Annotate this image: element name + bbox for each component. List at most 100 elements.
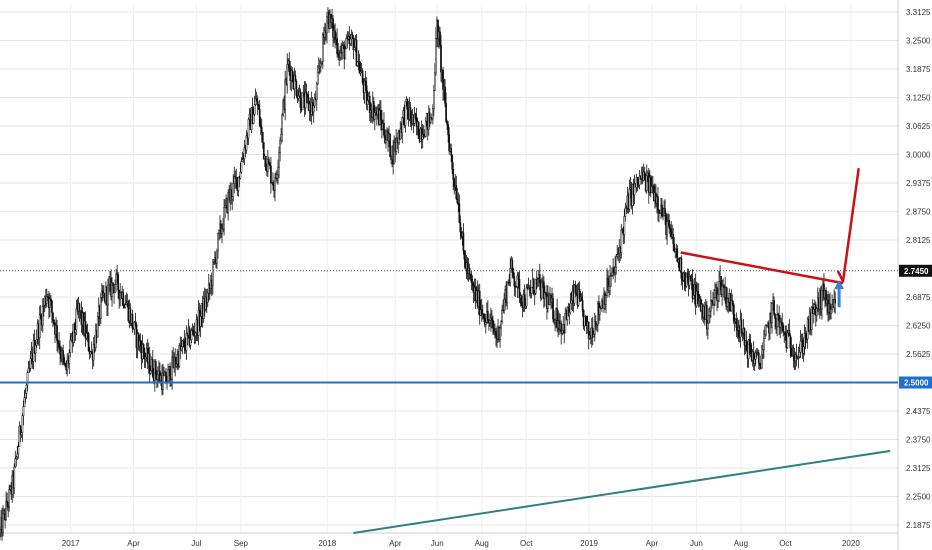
candle-body xyxy=(52,312,54,321)
candle-body xyxy=(373,112,376,120)
candle-body xyxy=(413,114,416,124)
candle-body xyxy=(255,98,258,102)
candle-body xyxy=(17,446,20,455)
candle-body xyxy=(512,268,515,278)
candle-body xyxy=(762,349,764,355)
candle-body xyxy=(18,426,21,447)
x-tick-label: Apr xyxy=(127,539,140,548)
candle-body xyxy=(68,352,71,364)
candle-body xyxy=(334,30,336,41)
candle-body xyxy=(658,209,660,213)
candle-body xyxy=(779,321,782,328)
candle-body xyxy=(72,323,75,343)
candle-body xyxy=(833,299,835,309)
candle-body xyxy=(613,271,616,274)
candle-body xyxy=(615,256,618,268)
candle-body xyxy=(554,319,556,323)
candle-body xyxy=(730,300,733,312)
x-tick-label: 2017 xyxy=(62,539,80,548)
candle-body xyxy=(492,319,494,329)
candle-body xyxy=(711,300,713,303)
candle-body xyxy=(731,300,734,304)
candle-body xyxy=(480,309,483,314)
candle-body xyxy=(269,163,271,167)
candle-body xyxy=(458,203,461,223)
candle-body xyxy=(533,292,536,295)
candle-body xyxy=(437,19,439,39)
candle-body xyxy=(752,351,755,364)
candle-body xyxy=(281,114,283,135)
candle-body xyxy=(253,104,256,115)
candle-body xyxy=(324,30,326,38)
support-price-label: 2.5000 xyxy=(904,379,929,388)
candle-body xyxy=(515,286,518,288)
candle-body xyxy=(409,107,412,120)
y-tick-label: 2.2500 xyxy=(906,493,931,502)
candle-body xyxy=(295,81,298,96)
candle-body xyxy=(24,393,27,398)
candle-body xyxy=(758,362,761,366)
candle-body xyxy=(108,283,110,286)
candle-body xyxy=(62,350,64,358)
candle-body xyxy=(747,339,750,359)
candle-body xyxy=(500,321,502,329)
candle-body xyxy=(78,303,81,312)
candle-body xyxy=(46,296,48,304)
candle-body xyxy=(680,258,683,279)
candle-body xyxy=(482,313,485,319)
candle-body xyxy=(247,119,250,139)
candle-body xyxy=(444,86,446,104)
candle-body xyxy=(782,325,785,333)
candle-body xyxy=(29,358,32,369)
candle-body xyxy=(312,105,315,113)
candle-body xyxy=(765,325,767,336)
candle-body xyxy=(532,279,535,295)
candle-body xyxy=(834,299,837,304)
candle-body xyxy=(798,351,801,357)
candle-body xyxy=(262,142,265,159)
candle-body xyxy=(676,248,679,262)
candle-body xyxy=(568,312,571,316)
candle-body xyxy=(735,319,738,328)
candle-body xyxy=(614,266,617,273)
candle-body xyxy=(825,290,827,304)
candle-body xyxy=(301,92,304,110)
candle-body xyxy=(122,292,125,307)
candle-body xyxy=(322,34,324,62)
candle-body xyxy=(2,513,4,533)
candle-body xyxy=(417,121,420,139)
candle-body xyxy=(58,343,60,348)
candle-body xyxy=(513,276,516,287)
x-tick-label: Jul xyxy=(191,539,201,548)
y-tick-label: 3.1250 xyxy=(906,93,931,102)
candle-body xyxy=(720,276,722,295)
candle-body xyxy=(668,219,671,229)
candle-body xyxy=(194,332,197,337)
candle-body xyxy=(305,91,308,95)
candle-body xyxy=(272,182,274,186)
candle-body xyxy=(171,356,173,381)
candle-body xyxy=(74,329,77,334)
candle-body xyxy=(423,136,426,138)
candle-body xyxy=(516,275,519,288)
candle-body xyxy=(317,67,320,73)
x-tick-label: Aug xyxy=(734,539,748,548)
candle-body xyxy=(796,357,799,359)
candle-body xyxy=(616,254,619,257)
candle-body xyxy=(674,248,677,252)
candle-body xyxy=(670,228,673,238)
candle-body xyxy=(459,222,462,233)
candle-body xyxy=(284,79,287,110)
candle-body xyxy=(484,321,487,325)
candle-body xyxy=(778,315,780,328)
candle-body xyxy=(662,214,664,217)
candle-body xyxy=(483,318,486,325)
candle-body xyxy=(137,333,140,347)
candle-body xyxy=(689,275,692,281)
candle-body xyxy=(183,339,186,348)
candle-body xyxy=(753,359,756,364)
candle-body xyxy=(830,308,832,315)
y-tick-label: 2.5625 xyxy=(906,350,931,359)
candle-body xyxy=(23,397,26,408)
candle-body xyxy=(732,303,735,315)
